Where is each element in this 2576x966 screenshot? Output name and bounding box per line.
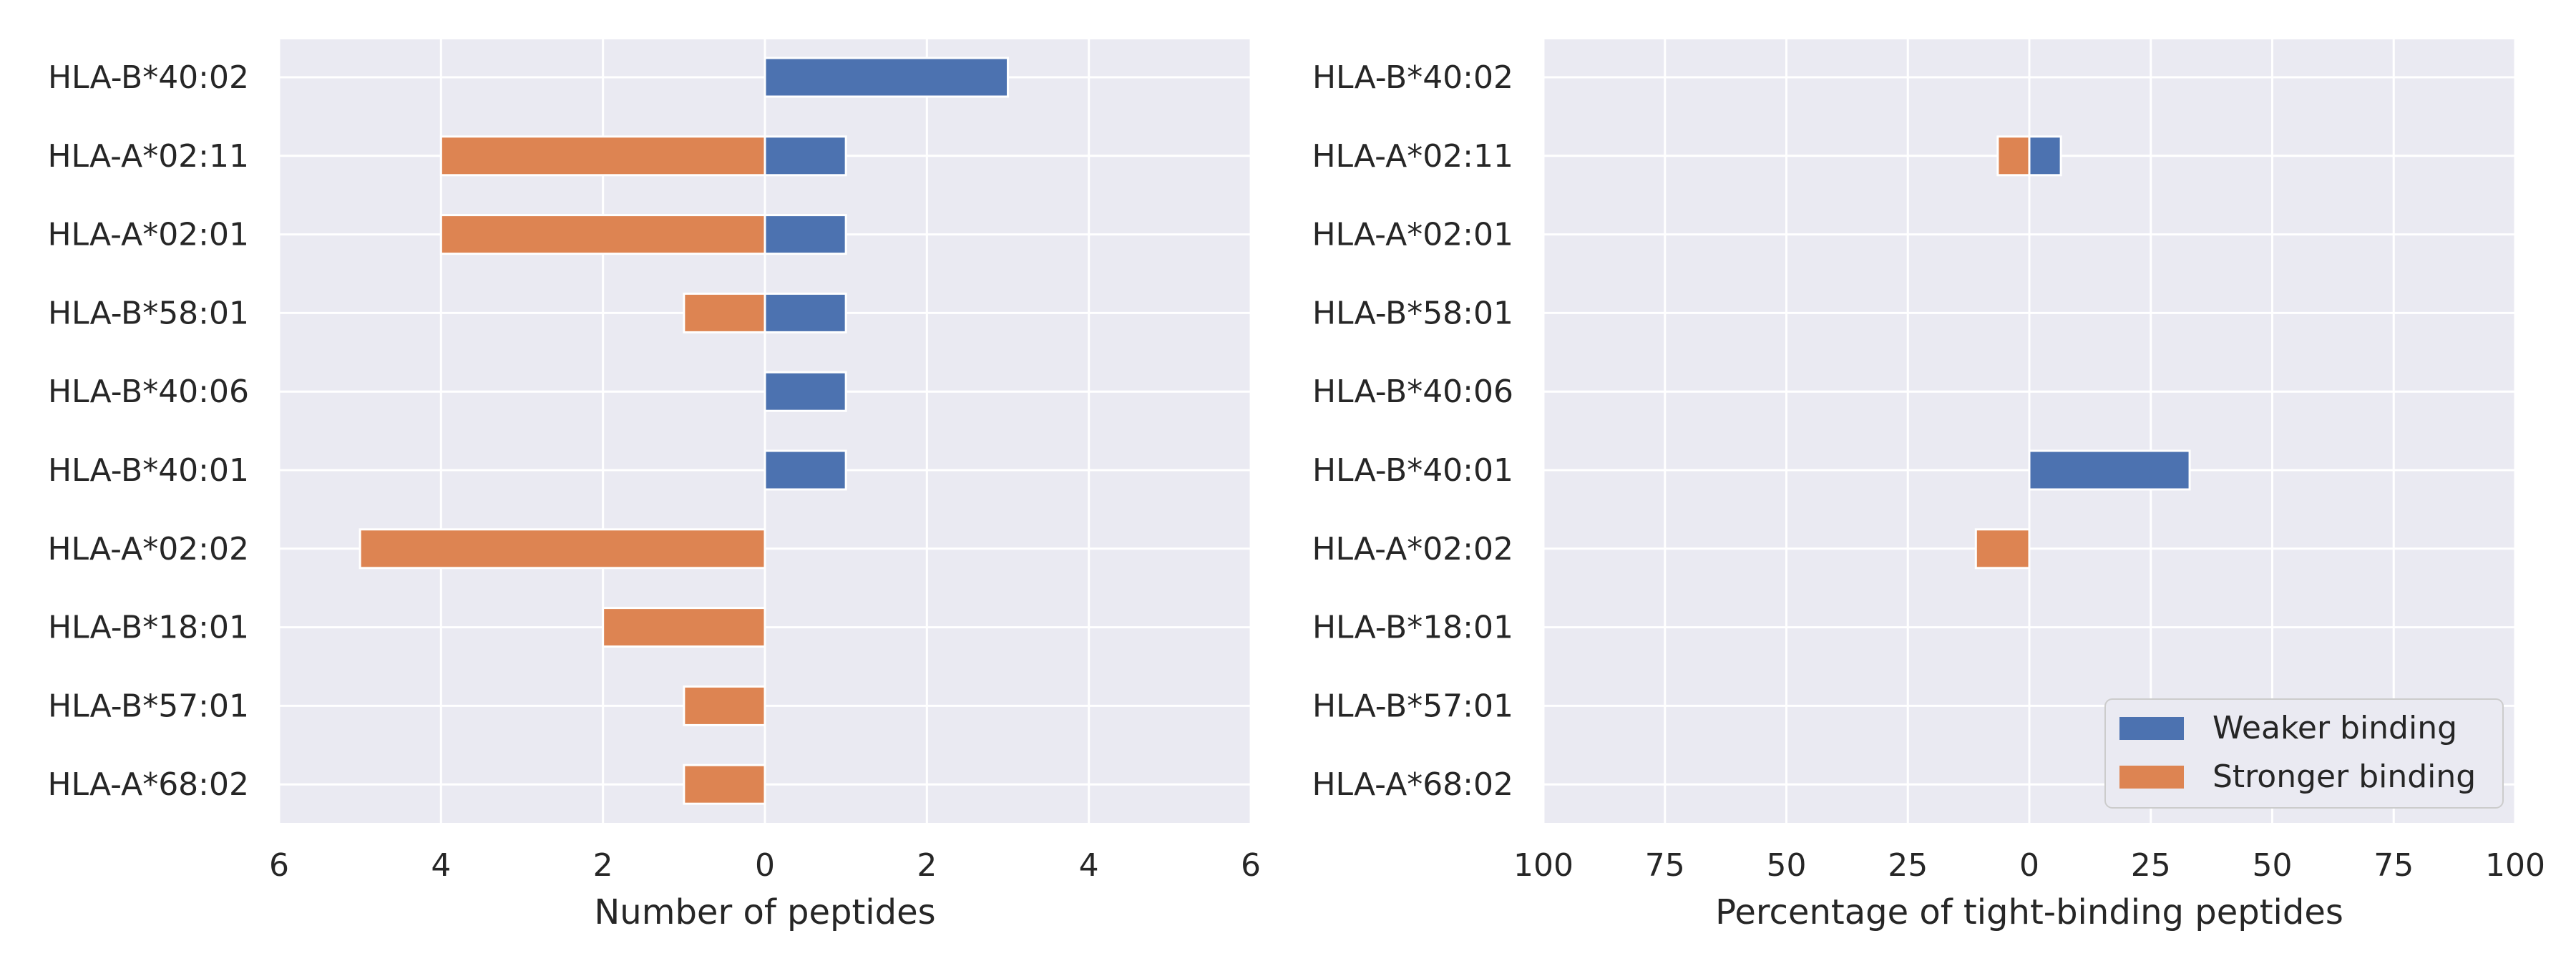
x-tick-label: 2 — [593, 847, 613, 884]
bar-stronger-7 — [358, 528, 766, 570]
x-axis-title: Number of peptides — [594, 892, 935, 932]
y-tick-label: HLA-A*02:02 — [47, 531, 249, 567]
x-tick-label: 100 — [1513, 847, 1574, 884]
y-tick-label: HLA-A*02:11 — [47, 138, 249, 175]
bar-weaker-6 — [763, 449, 847, 491]
y-tick-label: HLA-A*68:02 — [47, 766, 249, 803]
bar-stronger-4 — [683, 292, 766, 333]
x-tick-label: 4 — [431, 847, 451, 884]
bar-weaker-5 — [763, 371, 847, 412]
y-tick-label: HLA-A*68:02 — [1312, 766, 1513, 803]
bar-weaker-2 — [2028, 135, 2062, 177]
y-tick-label: HLA-A*02:01 — [47, 217, 249, 253]
y-tick-label: HLA-A*02:01 — [1312, 217, 1513, 253]
y-tick-label: HLA-B*58:01 — [1312, 295, 1513, 331]
chart-panel-2: HLA-B*40:02 HLA-A*02:11 HLA-A*02:01 HLA-B*5… — [1312, 39, 2545, 932]
x-axis-title: Percentage of tight-binding peptides — [1715, 892, 2343, 932]
x-tick-label: 100 — [2485, 847, 2545, 884]
bar-stronger-7 — [1974, 528, 2031, 570]
legend: Weaker binding Stronger binding — [2104, 698, 2504, 809]
x-tick-label: 0 — [2019, 847, 2039, 884]
legend-label-weaker: Weaker binding — [2212, 710, 2457, 746]
bar-stronger-8 — [602, 607, 766, 648]
y-tick-label: HLA-A*02:11 — [1312, 138, 1513, 175]
bar-weaker-3 — [763, 214, 847, 255]
x-tick-label: 75 — [1645, 847, 1685, 884]
chart-panel-1: HLA-B*40:02 HLA-A*02:11 HLA-A*02:01 HLA-B*5… — [47, 39, 1261, 932]
legend-swatch-weaker — [2119, 717, 2184, 740]
legend-swatch-stronger — [2119, 766, 2184, 789]
x-tick-label: 25 — [1888, 847, 1928, 884]
x-tick-label: 75 — [2373, 847, 2414, 884]
y-tick-label: HLA-B*40:01 — [1312, 452, 1513, 489]
bar-weaker-4 — [763, 292, 847, 333]
legend-label-stronger: Stronger binding — [2212, 758, 2476, 795]
x-tick-label: 25 — [2131, 847, 2171, 884]
y-tick-label: HLA-B*57:01 — [48, 688, 249, 724]
x-tick-label: 50 — [2253, 847, 2293, 884]
y-tick-label: HLA-B*40:02 — [48, 59, 249, 96]
bar-weaker-6 — [2028, 449, 2191, 491]
y-tick-label: HLA-B*18:01 — [48, 610, 249, 646]
y-tick-label: HLA-B*57:01 — [1312, 688, 1513, 724]
bar-stronger-3 — [439, 214, 766, 255]
bar-stronger-10 — [683, 763, 766, 805]
y-tick-label: HLA-B*40:06 — [48, 374, 249, 410]
bar-stronger-2 — [439, 135, 766, 177]
y-tick-label: HLA-B*40:06 — [1312, 374, 1513, 410]
y-tick-label: HLA-B*40:01 — [48, 452, 249, 489]
y-tick-label: HLA-B*58:01 — [48, 295, 249, 331]
x-tick-label: 2 — [917, 847, 937, 884]
x-tick-label: 50 — [1767, 847, 1807, 884]
x-tick-label: 4 — [1079, 847, 1099, 884]
bar-weaker-2 — [763, 135, 847, 177]
bar-weaker-1 — [763, 57, 1009, 98]
y-tick-label: HLA-B*40:02 — [1312, 59, 1513, 96]
bar-stronger-9 — [683, 685, 766, 726]
y-tick-label: HLA-B*18:01 — [1312, 610, 1513, 646]
x-tick-label: 0 — [755, 847, 775, 884]
x-tick-label: 6 — [269, 847, 289, 884]
legend-box — [2104, 698, 2504, 809]
bar-stronger-2 — [1996, 135, 2031, 177]
y-tick-label: HLA-A*02:02 — [1312, 531, 1513, 567]
x-tick-label: 6 — [1241, 847, 1261, 884]
